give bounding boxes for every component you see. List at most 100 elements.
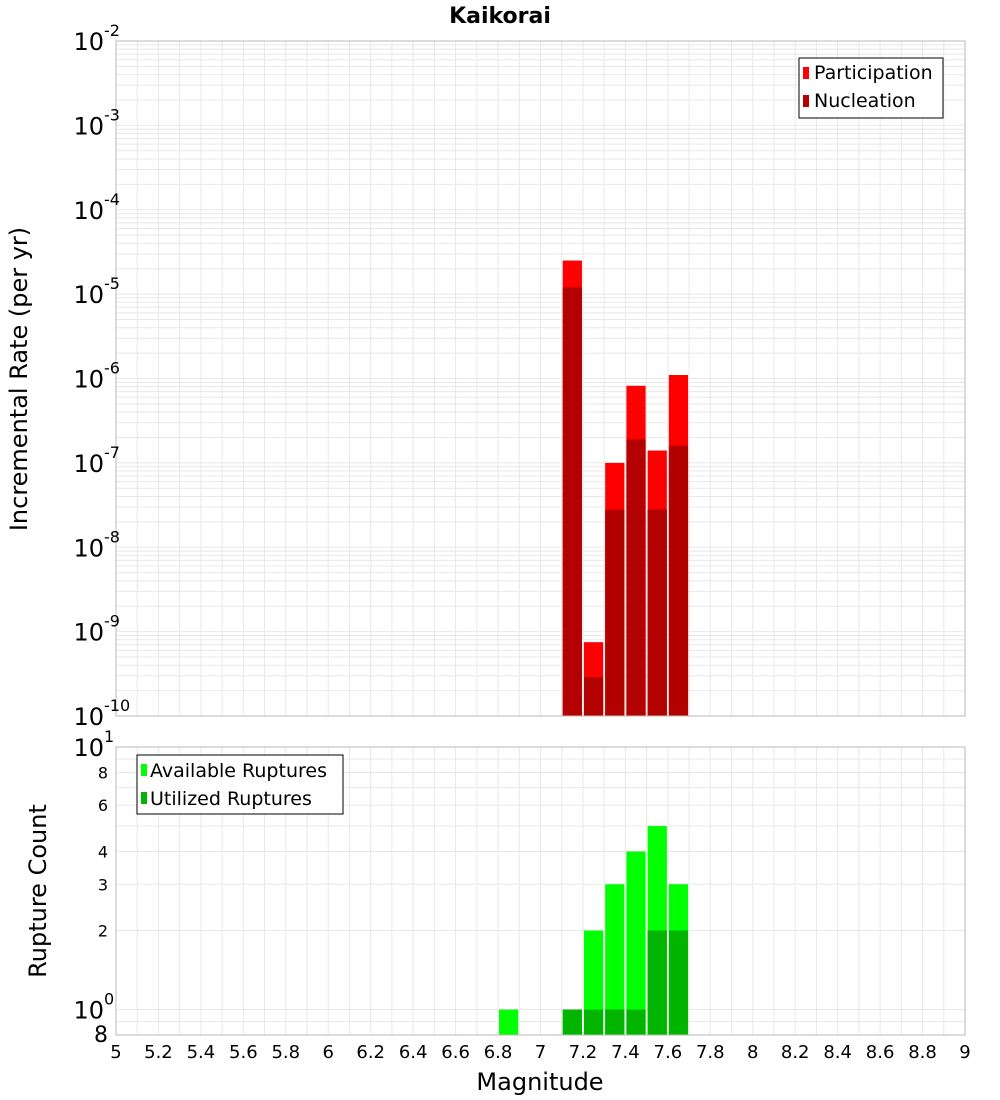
top-gridlines — [115, 41, 966, 717]
bottom-y-tick-exp: 0 — [104, 990, 114, 1009]
x-tick-label: 5.6 — [229, 1042, 258, 1063]
top-y-tick-exp: -7 — [104, 443, 120, 462]
top-y-tick-base: 10 — [73, 28, 104, 56]
bar-available-ruptures-7.45 — [626, 851, 646, 1035]
bottom-y-minor-tick: 6 — [98, 796, 108, 815]
top-y-tick: 10 -4 — [73, 190, 120, 225]
bottom-y-tick-base: 10 — [73, 734, 104, 762]
top-y-tick-base: 10 — [73, 281, 104, 309]
x-tick-label: 5.2 — [144, 1042, 173, 1063]
bar-available-ruptures-7.25 — [583, 930, 604, 1035]
top-y-tick-exp: -4 — [104, 190, 120, 209]
x-axis-label: Magnitude — [476, 1068, 603, 1096]
legend-swatch-utilized — [141, 792, 147, 804]
x-tick-label: 9 — [959, 1042, 970, 1063]
x-tick-label: 7.2 — [569, 1042, 598, 1063]
top-y-tick-base: 10 — [73, 534, 104, 562]
bar-nucleation-7.35 — [605, 509, 625, 716]
top-y-tick-base: 10 — [73, 197, 104, 225]
top-y-tick-base: 10 — [73, 366, 104, 394]
top-y-tick-base: 10 — [73, 450, 104, 478]
top-y-tick-exp: -2 — [104, 21, 120, 40]
bottom-legend: Available Ruptures Utilized Ruptures — [136, 754, 344, 815]
legend-label-participation: Participation — [814, 62, 933, 84]
top-y-tick-exp: -5 — [104, 274, 120, 293]
x-tick-label: 8.2 — [781, 1042, 810, 1063]
bar-nucleation-7.55 — [647, 509, 667, 716]
bar-nucleation-7.15 — [562, 287, 582, 716]
bottom-legend-box — [136, 754, 344, 815]
bottom-y-minor-tick: 8 — [98, 763, 108, 782]
bottom-y-minor-tick: 2 — [98, 922, 108, 941]
x-tick-label: 6.2 — [356, 1042, 385, 1063]
top-y-tick-exp: -10 — [104, 696, 130, 715]
legend-swatch-participation — [803, 67, 809, 79]
legend-swatch-nucleation — [803, 95, 809, 107]
x-tick-label: 7 — [535, 1042, 546, 1063]
bottom-bars — [499, 826, 689, 1035]
top-y-tick: 10 -6 — [73, 359, 120, 394]
top-legend-box — [798, 57, 944, 119]
x-tick-label: 6.8 — [484, 1042, 513, 1063]
x-tick-label: 5 — [110, 1042, 121, 1063]
top-y-axis-label: Incremental Rate (per yr) — [5, 227, 33, 531]
legend-label-nucleation: Nucleation — [814, 90, 916, 112]
x-tick-label: 5.4 — [187, 1042, 216, 1063]
bottom-y-minor-tick: 4 — [98, 842, 108, 861]
x-tick-label: 7.8 — [696, 1042, 725, 1063]
top-legend: Participation Nucleation — [798, 57, 944, 119]
top-y-tick: 10 -9 — [73, 612, 120, 647]
bar-available-ruptures-7.35 — [605, 884, 625, 1035]
x-tick-labels: 5 5.2 5.4 5.6 5.8 6 6.2 6.4 6.6 6.8 7 7.2 7.4 7.6 7.8 8… — [110, 1042, 970, 1063]
top-bars — [562, 260, 689, 717]
bottom-y-major-tick: 10 1 — [73, 727, 114, 762]
top-y-tick-base: 10 — [73, 703, 104, 731]
bar-nucleation-7.45 — [626, 439, 646, 716]
top-y-tick-exp: -9 — [104, 612, 120, 631]
bottom-y-minor-tick: 3 — [98, 875, 108, 894]
bar-utilized-ruptures-7.55 — [647, 930, 667, 1035]
top-y-tick: 10 -5 — [73, 274, 120, 309]
chart-title: Kaikorai — [449, 4, 551, 29]
legend-swatch-available — [141, 764, 147, 776]
top-y-tick-exp: -8 — [104, 527, 120, 546]
top-y-tick: 10 -10 — [73, 696, 130, 731]
x-tick-label: 6.4 — [399, 1042, 428, 1063]
x-tick-label: 7.4 — [611, 1042, 640, 1063]
x-tick-label: 8.6 — [866, 1042, 895, 1063]
legend-label-available: Available Ruptures — [150, 760, 327, 782]
bottom-y-tick-exp: 1 — [104, 727, 114, 746]
x-tick-label: 8.4 — [823, 1042, 852, 1063]
top-plot-frame — [115, 40, 966, 717]
bar-utilized-ruptures-7.25 — [583, 1009, 604, 1035]
bottom-y-axis-label: Rupture Count — [24, 804, 52, 978]
top-y-tick-exp: -6 — [104, 359, 120, 378]
top-y-tick: 10 -2 — [73, 21, 120, 56]
x-tick-label: 7.6 — [654, 1042, 683, 1063]
bottom-plot-frame — [115, 746, 966, 1036]
top-y-tick-exp: -3 — [104, 105, 120, 124]
top-y-tick: 10 -3 — [73, 105, 120, 140]
bar-available-ruptures-6.85 — [499, 1009, 519, 1035]
top-y-tick-base: 10 — [73, 619, 104, 647]
bar-utilized-ruptures-7.15 — [562, 1009, 582, 1035]
legend-label-utilized: Utilized Ruptures — [150, 788, 312, 810]
bar-nucleation-7.25 — [583, 676, 604, 716]
bar-utilized-ruptures-7.45 — [626, 1009, 646, 1035]
bar-utilized-ruptures-7.35 — [605, 1009, 625, 1035]
bar-utilized-ruptures-7.65 — [668, 930, 689, 1035]
bar-nucleation-7.65 — [668, 445, 689, 716]
bottom-y-minor-tick: 8 — [94, 1023, 108, 1048]
x-tick-label: 5.8 — [271, 1042, 300, 1063]
x-tick-label: 6 — [323, 1042, 334, 1063]
top-y-tick: 10 -8 — [73, 527, 120, 562]
bottom-y-tick-base: 10 — [73, 997, 104, 1025]
x-tick-label: 8.8 — [908, 1042, 937, 1063]
top-y-tick-base: 10 — [73, 112, 104, 140]
bottom-y-major-tick: 10 0 — [73, 990, 114, 1025]
